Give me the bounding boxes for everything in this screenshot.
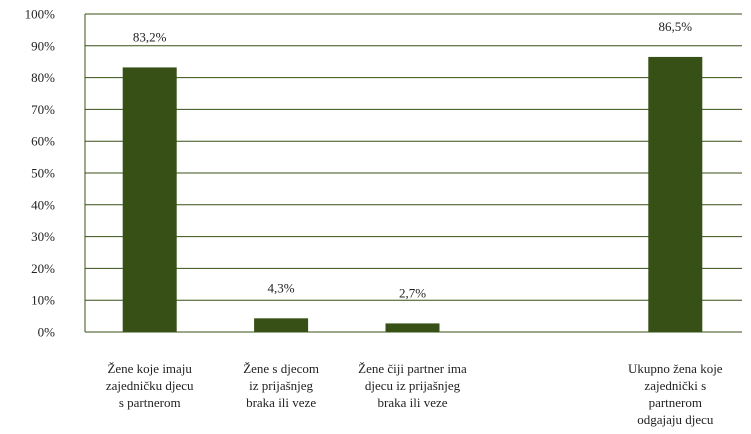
y-tick-label: 40% xyxy=(31,197,55,212)
x-category-label: braka ili veze xyxy=(246,395,316,410)
x-category-label: zajednički s xyxy=(644,378,706,393)
x-category-label: partnerom xyxy=(649,395,702,410)
x-category-label: Žene s djecom xyxy=(243,361,319,376)
y-tick-label: 60% xyxy=(31,134,55,149)
y-tick-label: 20% xyxy=(31,261,55,276)
y-tick-label: 100% xyxy=(25,7,56,22)
x-category-label: Žene koje imaju xyxy=(107,361,192,376)
y-tick-label: 70% xyxy=(31,102,55,117)
bar xyxy=(254,318,309,332)
y-tick-label: 0% xyxy=(38,325,56,340)
bar-data-label: 4,3% xyxy=(268,280,295,295)
x-category-label: odgajaju djecu xyxy=(637,412,714,427)
y-tick-label: 50% xyxy=(31,166,55,181)
label-layer: 0% 10% 20% 30% 40% 50% 60% 70% 80% 90% 100% 83,2% Že… xyxy=(25,7,723,428)
x-category-label: braka ili veze xyxy=(377,395,447,410)
bar-data-label: 2,7% xyxy=(399,285,426,300)
x-category-label: Ukupno žena koje xyxy=(628,361,723,376)
y-tick-label: 30% xyxy=(31,229,55,244)
x-category-label: zajedničku djecu xyxy=(106,378,194,393)
bar xyxy=(385,323,440,332)
x-category-label: iz prijašnjeg xyxy=(249,378,313,393)
bar xyxy=(648,56,703,333)
x-category-label: s partnerom xyxy=(119,395,181,410)
bar-data-label: 83,2% xyxy=(133,29,167,44)
y-tick-label: 10% xyxy=(31,293,55,308)
x-category-label: djecu iz prijašnjeg xyxy=(365,378,461,393)
y-tick-label: 90% xyxy=(31,38,55,53)
grid-layer xyxy=(84,13,742,333)
bar-data-label: 86,5% xyxy=(659,19,693,34)
bar-layer xyxy=(122,56,703,333)
x-category-label: Žene čiji partner ima xyxy=(358,361,467,376)
bar xyxy=(122,67,177,332)
y-tick-label: 80% xyxy=(31,70,55,85)
